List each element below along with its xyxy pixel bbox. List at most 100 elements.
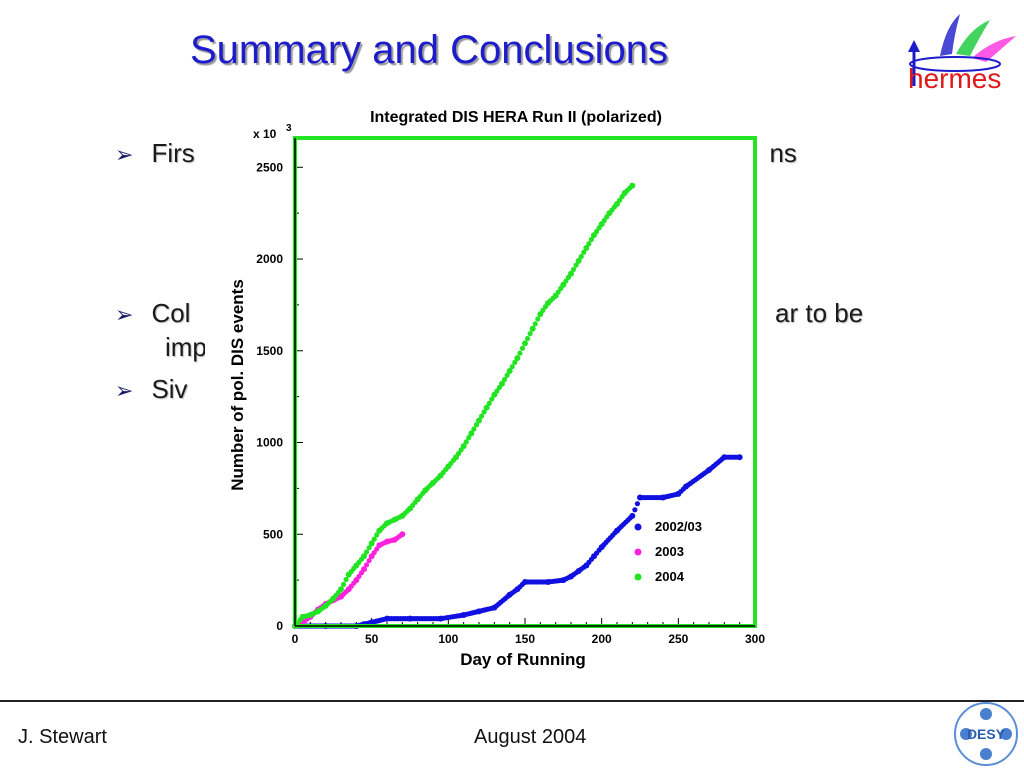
slide-title: Summary and Conclusions <box>190 28 668 72</box>
data-point-trail <box>340 581 347 588</box>
data-point-trail <box>343 576 349 583</box>
data-point-trail <box>489 396 495 402</box>
bullet-1: ➢ Firs <box>115 138 195 169</box>
data-point <box>361 566 367 573</box>
legend-label: 2003 <box>655 544 684 559</box>
data-point <box>568 270 574 277</box>
series-2004 <box>292 182 636 629</box>
data-point-trail <box>527 331 533 337</box>
x-tick-label: 50 <box>365 632 379 646</box>
arrow-icon: ➢ <box>115 142 134 167</box>
desy-dot-top <box>980 708 992 720</box>
data-point-trail <box>616 197 623 203</box>
data-point-trail <box>601 217 607 224</box>
data-point-trail <box>634 501 641 507</box>
y-tick-label: 1000 <box>256 436 283 450</box>
bullet-2-line2-text: imp <box>165 332 207 362</box>
data-point-trail <box>481 409 487 415</box>
logo-arrow-head <box>908 40 920 52</box>
hermes-logo: hermes <box>908 14 1016 94</box>
y-tick-label: 2000 <box>256 252 283 266</box>
bullet-3: ➢ Siv <box>115 374 188 405</box>
y-multiplier: x 10 <box>253 127 277 141</box>
data-point-trail <box>517 350 523 356</box>
data-point <box>338 586 344 593</box>
arrow-icon: ➢ <box>115 378 134 403</box>
legend-label: 2004 <box>655 569 685 584</box>
data-point <box>483 404 490 411</box>
legend-marker <box>634 548 642 556</box>
legend: 2002/03 2003 2004 <box>634 519 702 584</box>
data-point <box>736 454 743 461</box>
integrated-dis-chart: Integrated DIS HERA Run II (polarized) x… <box>228 109 766 669</box>
bullet-2-tail-text: ar to be <box>775 298 864 328</box>
data-point <box>368 540 375 547</box>
desy-dot-bottom <box>980 748 992 760</box>
data-point-trail <box>371 550 377 556</box>
data-point-trail <box>593 228 600 235</box>
logo-wing-green <box>956 20 990 56</box>
x-tick-label: 200 <box>592 632 612 646</box>
data-point-trail <box>486 400 492 406</box>
desy-logo: DESY <box>954 702 1018 766</box>
data-point <box>506 367 513 374</box>
bullet-2-tail: ar to be <box>775 298 863 329</box>
data-point-trail <box>535 316 541 322</box>
data-point-trail <box>366 545 372 551</box>
logo-orbit <box>909 56 1001 72</box>
data-point-trail <box>632 507 638 513</box>
data-point-trail <box>509 364 515 370</box>
data-point-trail <box>478 413 485 419</box>
y-multiplier-exponent: 3 <box>286 123 292 134</box>
bullet-2-text: Col <box>151 298 191 328</box>
data-point <box>629 512 636 519</box>
arrow-icon: ➢ <box>115 302 134 327</box>
logo-wing-magenta <box>972 36 1016 62</box>
data-point <box>499 380 505 387</box>
data-point <box>460 443 467 450</box>
data-point-trail <box>532 321 538 327</box>
footer-divider <box>0 700 1024 702</box>
legend-label: 2002/03 <box>655 519 702 534</box>
data-point-trail <box>455 450 462 457</box>
data-point <box>629 182 636 189</box>
footer-date: August 2004 <box>474 726 587 748</box>
data-point <box>529 325 536 332</box>
data-point <box>575 257 582 264</box>
data-point-trail <box>581 249 587 255</box>
desy-text: DESY <box>967 726 1006 742</box>
y-tick-label: 500 <box>263 527 283 541</box>
x-tick-label: 150 <box>515 632 535 646</box>
data-point-trail <box>463 439 469 445</box>
desy-dot-right <box>1000 728 1012 740</box>
series-2002-03 <box>292 454 743 629</box>
data-point-trail <box>471 426 477 432</box>
data-point-trail <box>555 289 561 295</box>
data-point-trail <box>363 549 370 555</box>
logo-wing-blue <box>940 14 960 56</box>
data-point <box>583 245 590 252</box>
data-point <box>476 417 482 424</box>
data-point-trail <box>563 278 569 284</box>
legend-marker <box>634 573 642 581</box>
data-point-trail <box>586 241 592 247</box>
data-point-trail <box>578 253 584 260</box>
data-point-trail <box>371 536 377 542</box>
bullet-3-text: Siv <box>151 374 188 404</box>
data-point-trail <box>573 262 579 268</box>
data-point-trail <box>501 376 508 383</box>
legend-marker <box>634 523 642 531</box>
data-point-trail <box>473 422 480 428</box>
data-point-trail <box>494 388 500 394</box>
data-point <box>399 531 406 538</box>
data-point-trail <box>519 345 526 351</box>
data-point-trail <box>512 359 518 365</box>
x-tick-labels: 0 50 100 150 200 250 300 <box>292 632 766 646</box>
desy-ring <box>954 702 1018 766</box>
data-point-trail <box>570 266 577 273</box>
desy-dot-left <box>960 728 972 740</box>
data-point-trail <box>524 335 531 342</box>
data-point-trail <box>540 307 546 314</box>
data-point-trail <box>374 532 380 538</box>
chart-title: Integrated DIS HERA Run II (polarized) <box>370 109 662 126</box>
